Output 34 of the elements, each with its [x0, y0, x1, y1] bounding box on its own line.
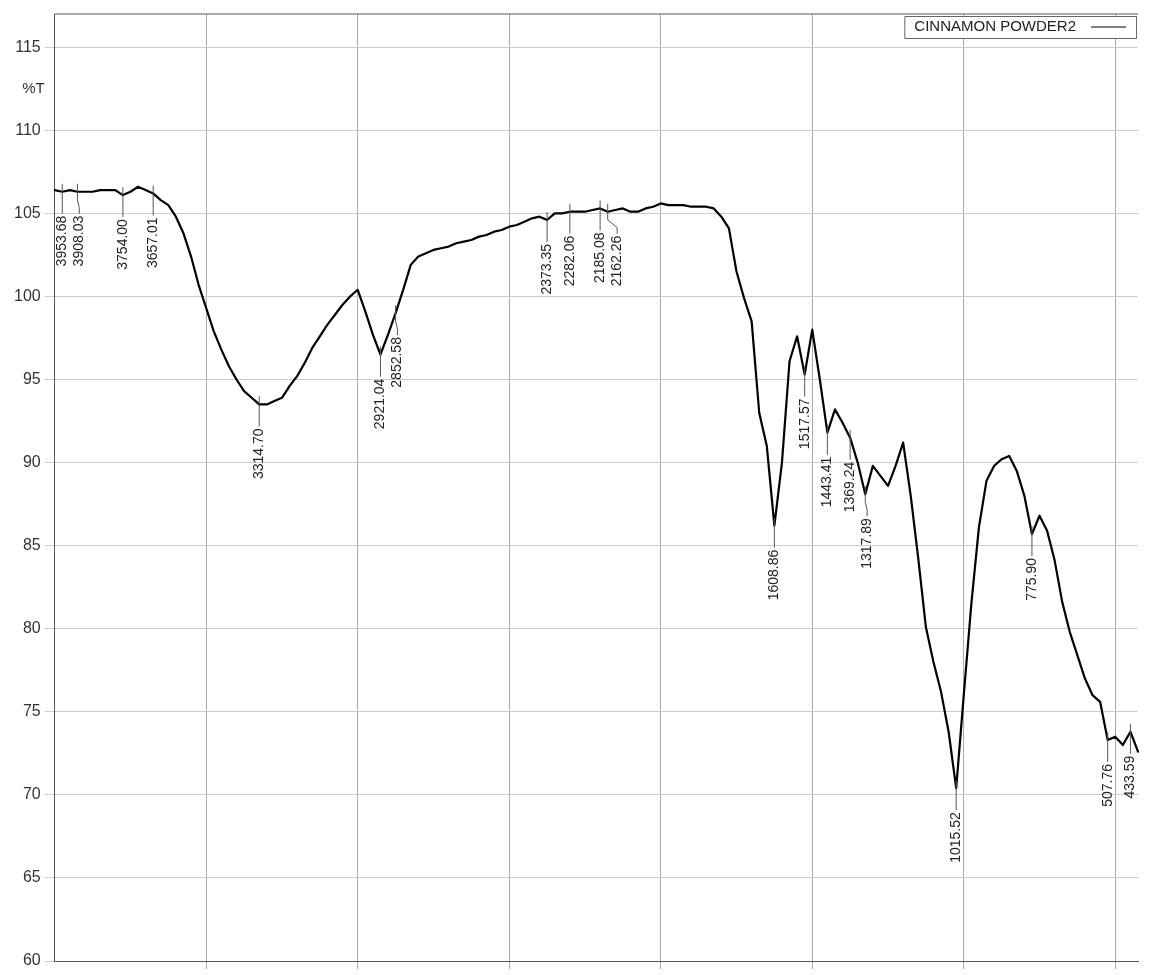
- annotation: 433.59: [1121, 755, 1138, 799]
- annotation: 2282.06: [560, 235, 577, 287]
- annotation: 3908.03: [70, 215, 87, 267]
- annotation: 2921.04: [371, 378, 388, 430]
- y-tick-label: 85: [22, 536, 41, 554]
- annotation: 775.90: [1022, 557, 1039, 601]
- annotation: 2373.35: [537, 243, 554, 295]
- y-tick-label: 70: [22, 785, 41, 803]
- annotation: 507.76: [1098, 763, 1115, 807]
- y-tick-label: 80: [22, 619, 41, 637]
- annotation: 3953.68: [53, 215, 70, 267]
- y-tick-label: 60: [22, 951, 41, 969]
- y-tick-label: 105: [13, 203, 41, 221]
- y-tick-label: 100: [13, 286, 41, 304]
- annotation: 1317.89: [857, 517, 874, 569]
- y-tick-label: 115: [15, 37, 41, 55]
- annotation: 2162.26: [607, 235, 624, 287]
- annotation: 1443.41: [818, 456, 835, 508]
- annotation: 3754.00: [113, 218, 130, 270]
- y-tick-label: 65: [22, 868, 41, 886]
- y-tick-label: 90: [22, 452, 41, 470]
- annotation: 1517.57: [795, 398, 812, 450]
- y-tick-label: 75: [22, 702, 41, 720]
- annotation: 2185.08: [590, 232, 607, 283]
- annotation: 2852.58: [388, 336, 405, 388]
- annotation: 3657.01: [144, 217, 161, 269]
- y-axis-title: %T: [22, 78, 45, 96]
- y-tick-label: 110: [15, 120, 41, 138]
- annotation: 1015.52: [947, 812, 964, 863]
- annotation: 3314.70: [250, 428, 267, 480]
- y-tick-label: 95: [22, 369, 41, 387]
- legend-label: CINNAMON POWDER2: [914, 17, 1077, 35]
- annotation: 1369.24: [840, 461, 857, 513]
- annotation: 1608.86: [765, 549, 782, 601]
